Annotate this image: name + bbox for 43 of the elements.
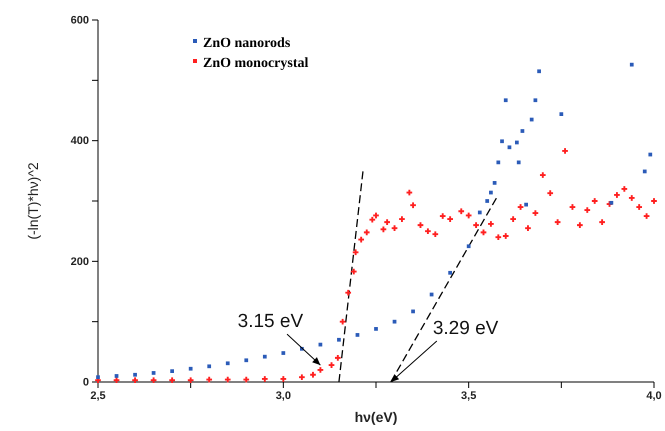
point xyxy=(534,98,538,102)
point xyxy=(478,210,482,214)
x-tick-label: 3,5 xyxy=(461,390,476,402)
y-tick-label: 200 xyxy=(70,256,89,268)
point xyxy=(318,342,322,346)
point xyxy=(520,129,524,133)
point xyxy=(392,320,396,324)
point xyxy=(500,139,504,144)
point xyxy=(496,160,500,164)
point xyxy=(337,338,341,342)
point xyxy=(492,181,496,185)
point xyxy=(485,199,490,203)
point xyxy=(559,112,564,116)
annotation: 3.29 eV xyxy=(432,318,499,339)
point xyxy=(524,202,528,206)
point xyxy=(281,351,286,355)
y-tick-label: 600 xyxy=(70,14,89,27)
point xyxy=(96,375,100,380)
point xyxy=(508,145,512,150)
point xyxy=(648,152,652,156)
legend-label: ZnO monocrystal xyxy=(203,56,308,72)
point xyxy=(537,69,541,74)
point xyxy=(430,292,434,296)
point xyxy=(133,372,137,377)
point xyxy=(530,118,534,122)
point xyxy=(152,371,156,375)
point xyxy=(356,333,360,337)
point xyxy=(114,374,118,378)
point xyxy=(411,310,415,314)
y-axis-title: (-ln(T)*hν)^2 xyxy=(25,162,41,240)
y-tick-label: 0 xyxy=(82,376,89,389)
x-axis-title: hν(eV) xyxy=(354,409,398,425)
x-tick-label: 3,0 xyxy=(276,390,291,402)
point xyxy=(516,160,521,164)
annotation: 3.15 eV xyxy=(238,311,304,332)
legend-label: ZnO nanorods xyxy=(203,36,291,52)
point xyxy=(642,170,647,174)
point xyxy=(514,140,519,144)
point xyxy=(374,327,378,331)
x-tick-label: 4,0 xyxy=(646,390,662,402)
y-tick-label: 400 xyxy=(70,135,89,148)
x-tick-label: 2,5 xyxy=(90,390,106,402)
point xyxy=(489,190,493,194)
